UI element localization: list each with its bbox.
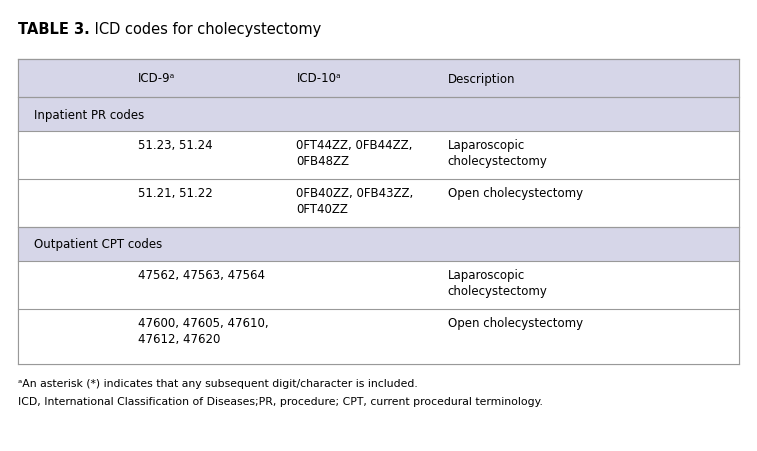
Text: 51.23, 51.24: 51.23, 51.24 xyxy=(138,139,213,152)
Bar xyxy=(18,227,739,262)
Text: 51.21, 51.22: 51.21, 51.22 xyxy=(138,187,213,199)
Text: Open cholecystectomy: Open cholecystectomy xyxy=(448,187,583,199)
Text: Open cholecystectomy: Open cholecystectomy xyxy=(448,316,583,329)
Bar xyxy=(18,309,739,364)
Bar xyxy=(18,179,739,227)
Text: Description: Description xyxy=(448,72,516,85)
Bar xyxy=(18,60,739,364)
Text: ᵃAn asterisk (*) indicates that any subsequent digit/character is included.: ᵃAn asterisk (*) indicates that any subs… xyxy=(18,378,418,388)
Bar xyxy=(18,98,739,132)
Text: 47562, 47563, 47564: 47562, 47563, 47564 xyxy=(138,268,265,281)
Bar xyxy=(18,132,739,179)
Text: Inpatient PR codes: Inpatient PR codes xyxy=(34,108,144,121)
Text: 0FB40ZZ, 0FB43ZZ,
0FT40ZZ: 0FB40ZZ, 0FB43ZZ, 0FT40ZZ xyxy=(297,187,413,216)
Text: TABLE 3.: TABLE 3. xyxy=(18,22,90,37)
Text: ICD-10ᵃ: ICD-10ᵃ xyxy=(297,72,341,85)
Text: ICD-9ᵃ: ICD-9ᵃ xyxy=(138,72,175,85)
Text: 0FT44ZZ, 0FB44ZZ,
0FB48ZZ: 0FT44ZZ, 0FB44ZZ, 0FB48ZZ xyxy=(297,139,413,168)
Text: Laparoscopic
cholecystectomy: Laparoscopic cholecystectomy xyxy=(448,139,547,168)
Text: ICD, International Classification of Diseases;PR, procedure; CPT, current proced: ICD, International Classification of Dis… xyxy=(18,396,543,406)
Text: 47600, 47605, 47610,
47612, 47620: 47600, 47605, 47610, 47612, 47620 xyxy=(138,316,269,345)
Text: ICD codes for cholecystectomy: ICD codes for cholecystectomy xyxy=(90,22,321,37)
Text: Outpatient CPT codes: Outpatient CPT codes xyxy=(34,238,162,251)
Text: Laparoscopic
cholecystectomy: Laparoscopic cholecystectomy xyxy=(448,268,547,297)
Bar xyxy=(18,60,739,98)
Bar xyxy=(18,262,739,309)
